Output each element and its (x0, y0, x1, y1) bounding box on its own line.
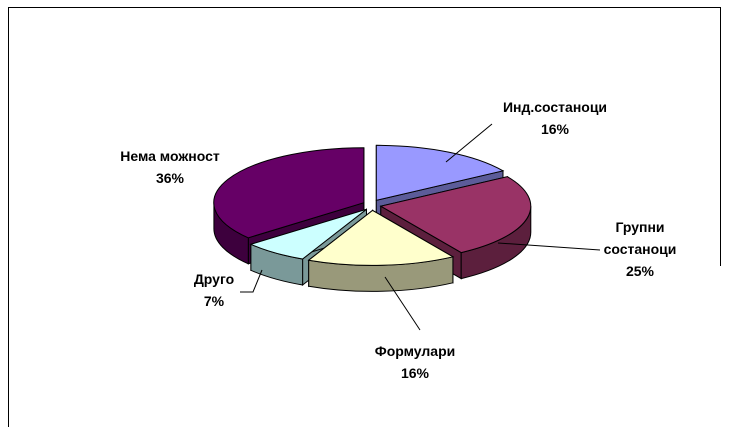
slice-label: Друго 7% (194, 268, 234, 312)
slice-label: Нема можност 36% (120, 145, 220, 189)
value-label: 25% (625, 263, 655, 279)
slice (375, 144, 505, 201)
value-label: 36% (155, 170, 185, 186)
chart-frame (8, 7, 721, 427)
value-label: 7% (203, 293, 225, 309)
slice (249, 208, 367, 260)
slice (307, 209, 455, 266)
slice-label: Инд.состаноци 16% (503, 96, 607, 140)
value-label: 16% (400, 365, 430, 381)
category-label: Инд.состаноци (502, 99, 608, 115)
slice (379, 176, 532, 254)
leader-line (445, 123, 493, 163)
leader-line (497, 242, 601, 251)
slice-label: Формулари 16% (375, 340, 455, 384)
leader-line (240, 269, 263, 293)
slice (213, 147, 365, 239)
category-label: Нема можност (120, 148, 220, 164)
value-label: 16% (540, 121, 570, 137)
category-label: Групни состаноци (603, 219, 677, 257)
category-label: Формулари (374, 343, 456, 359)
slice-label: Групни состаноци 25% (595, 216, 685, 282)
category-label: Друго (193, 271, 235, 287)
leader-line (384, 276, 421, 331)
